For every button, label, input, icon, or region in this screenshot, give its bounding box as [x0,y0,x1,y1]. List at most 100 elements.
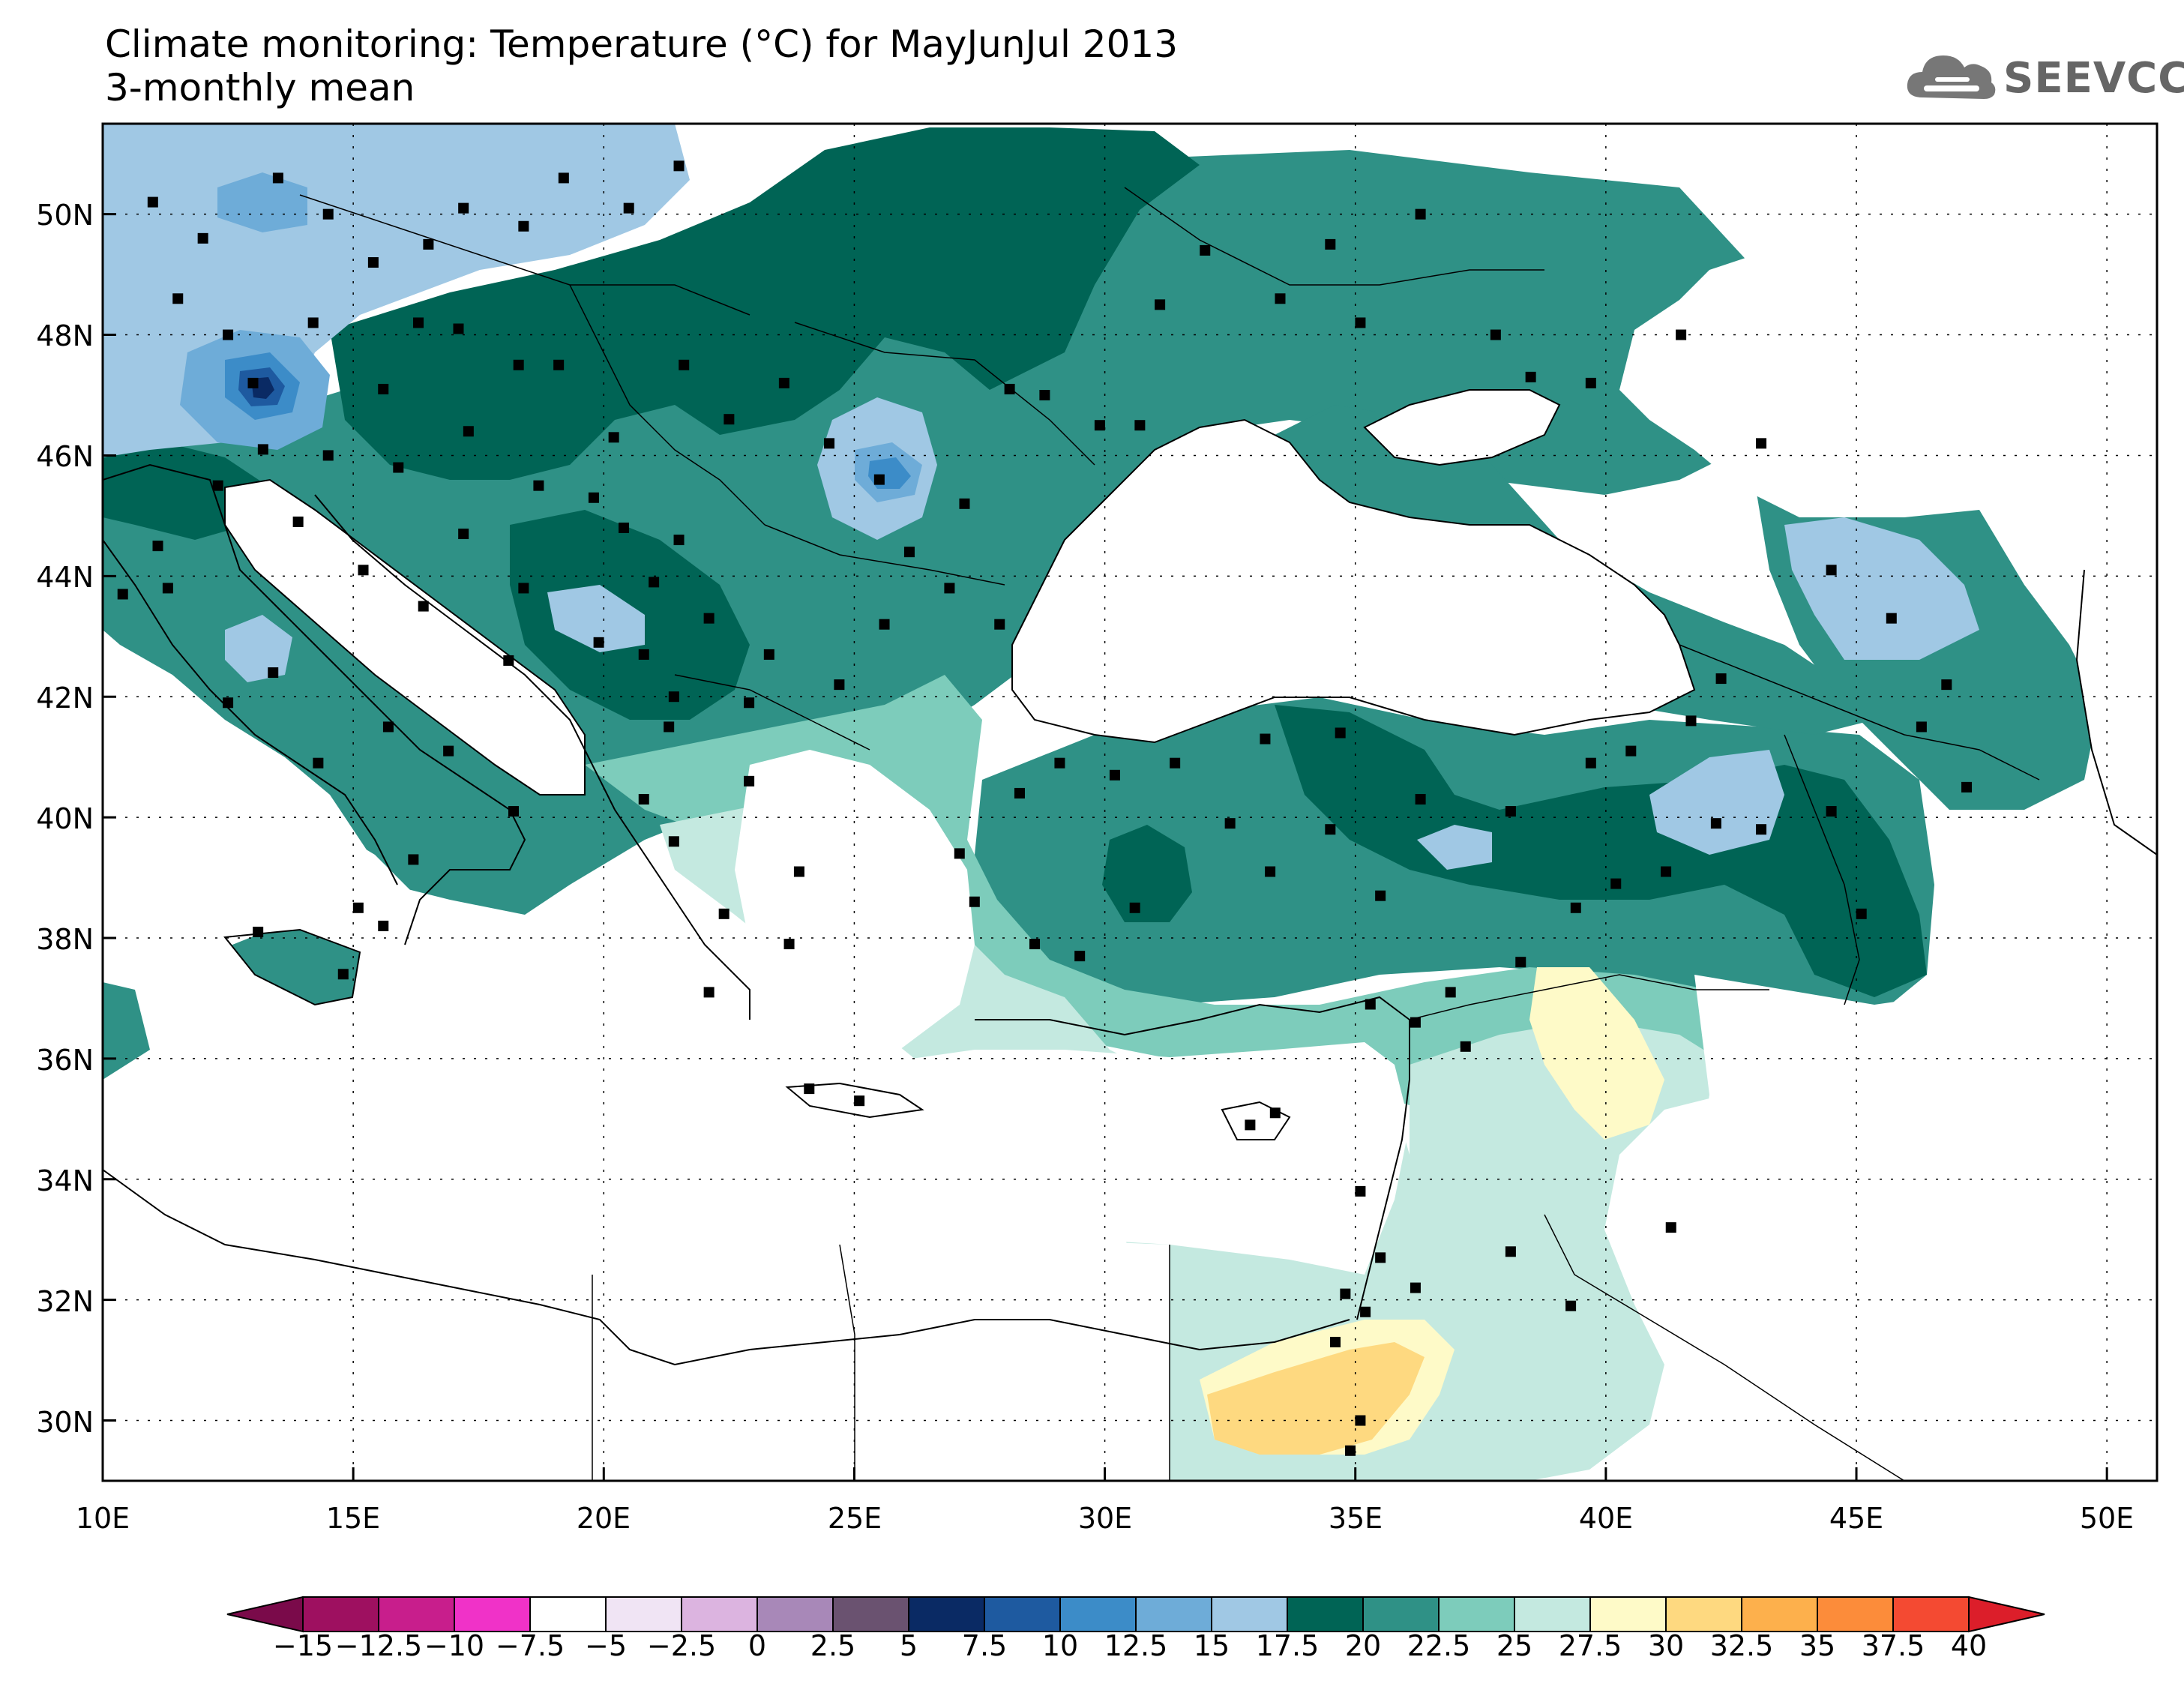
colorbar-low-triangle [226,1596,304,1633]
station-marker [944,583,955,594]
station-marker [673,535,685,546]
colorbar-label: −2.5 [647,1629,716,1662]
mediterranean-sea [103,975,1410,1275]
station-marker [1685,715,1697,727]
levant-coast [1356,1020,1410,1320]
colorbar-swatch [1287,1596,1364,1632]
colorbar-label: −5 [585,1629,627,1662]
colorbar-swatch [1438,1596,1515,1632]
x-tick-label: 45E [1829,1502,1883,1535]
station-marker [1269,1107,1281,1119]
station-marker [1375,1252,1386,1263]
station-marker [503,655,514,666]
border-1 [299,194,750,316]
station-marker [744,775,755,787]
station-marker [172,293,184,304]
colorbar-label: 2.5 [810,1629,855,1662]
station-marker [1886,613,1897,624]
colorbar-swatch [984,1596,1061,1632]
station-marker [1505,806,1516,817]
no-data-africa [103,1200,1170,1481]
colorbar-label: 37.5 [1862,1629,1925,1662]
contour-20-inner-anatolia [1102,825,1192,922]
colorbar-label: −12.5 [335,1629,422,1662]
station-marker [638,649,649,660]
colorbar-swatch [605,1596,682,1632]
station-marker [1916,721,1927,733]
station-marker [413,317,424,328]
station-marker [1074,951,1086,962]
sicily-field [225,930,360,1005]
temperature-field [103,124,2157,1481]
station-marker [668,691,679,703]
station-marker [1355,1185,1366,1197]
station-marker [307,317,319,328]
station-marker [1355,1415,1366,1426]
station-marker [1710,818,1721,829]
station-marker [1029,939,1041,950]
station-marker [959,498,970,509]
station-marker [1661,866,1672,877]
border-7 [1679,644,2040,781]
station-marker [994,619,1005,630]
colorbar-label: −10 [424,1629,484,1662]
caspian-sea [2077,555,2157,855]
station-marker [1856,908,1867,919]
station-marker [879,619,890,630]
coastlines [103,463,2157,1366]
station-marker [718,908,729,919]
station-marker [763,649,774,660]
station-marker [1610,878,1622,889]
contour-17-5-caucasus [1784,517,1979,660]
azov-sea [1363,389,1561,466]
station-marker [533,480,544,491]
station-marker [903,547,915,558]
contour-17-5-armenia [1649,750,1784,855]
colorbar-label: 10 [1042,1629,1078,1662]
station-marker [117,589,128,600]
station-marker [724,414,735,425]
station-marker [518,583,529,594]
station-marker [1200,244,1211,256]
colorbar-label: 12.5 [1104,1629,1168,1662]
station-marker [212,480,223,491]
station-marker [1625,745,1637,757]
station-marker [197,232,208,244]
station-marker [382,721,394,733]
station-marker [1570,902,1581,913]
colorbar-label: 15 [1194,1629,1230,1662]
station-marker [1961,781,1973,793]
station-marker [1941,679,1952,691]
station-marker [619,522,630,533]
colorbar-label: −15 [273,1629,333,1662]
border-12 [839,1244,855,1481]
balkan-coast [314,494,750,1020]
station-marker [649,577,660,588]
colorbar-label: 0 [748,1629,766,1662]
sardinia-field [103,982,150,1080]
y-tick-label: 48N [36,319,94,352]
y-tick-label: 34N [36,1164,94,1197]
station-marker [1109,769,1120,781]
colorbar-label: 35 [1799,1629,1835,1662]
x-tick-label: 50E [2080,1502,2134,1535]
y-tick-label: 32N [36,1285,94,1318]
station-marker [1676,329,1687,340]
station-marker [793,866,804,877]
border-5 [674,674,870,751]
station-marker [292,516,304,527]
plot-frame [101,122,2159,1482]
station-marker [703,987,715,998]
colorbar-swatch [1892,1596,1970,1632]
title-line-2: 3-monthly mean [105,66,415,109]
station-marker [513,359,524,370]
x-tick-label: 40E [1579,1502,1633,1535]
station-marker [638,793,649,805]
colorbar-label: 17.5 [1256,1629,1320,1662]
station-marker [268,667,279,679]
colorbar-label: 20 [1345,1629,1381,1662]
y-tick-label: 38N [36,923,94,956]
station-marker [1715,673,1727,685]
station-marker [553,359,565,370]
station-marker [593,637,604,648]
